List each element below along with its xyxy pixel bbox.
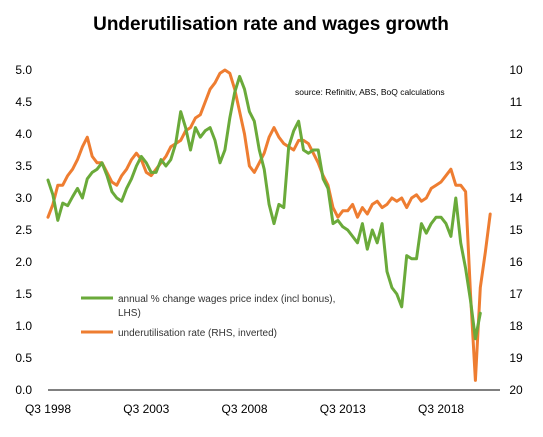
left-tick-label: 1.5 bbox=[15, 287, 32, 301]
left-tick-label: 0.5 bbox=[15, 351, 32, 365]
x-axis-ticks: Q3 1998 Q3 2003 Q3 2008 Q3 2013 Q3 2018 bbox=[25, 402, 464, 416]
right-tick-label: 12 bbox=[509, 127, 523, 141]
x-tick-label: Q3 2003 bbox=[123, 402, 169, 416]
left-tick-label: 4.5 bbox=[15, 95, 32, 109]
x-tick-label: Q3 2008 bbox=[221, 402, 267, 416]
series-layer bbox=[46, 68, 492, 382]
right-axis-ticks: 10 11 12 13 14 15 16 17 18 19 20 bbox=[509, 63, 523, 397]
right-tick-label: 14 bbox=[509, 191, 523, 205]
x-tick-label: Q3 1998 bbox=[25, 402, 71, 416]
right-tick-label: 17 bbox=[509, 287, 523, 301]
right-tick-label: 15 bbox=[509, 223, 523, 237]
x-tick-label: Q3 2013 bbox=[320, 402, 366, 416]
chart-title: Underutilisation rate and wages growth bbox=[93, 14, 449, 35]
legend-label-wages: annual % change wages price index (incl … bbox=[118, 294, 335, 319]
left-tick-label: 2.0 bbox=[15, 255, 32, 269]
left-tick-label: 1.0 bbox=[15, 319, 32, 333]
left-tick-label: 3.0 bbox=[15, 191, 32, 205]
left-tick-label: 2.5 bbox=[15, 223, 32, 237]
series-line-wages bbox=[46, 74, 482, 341]
right-tick-label: 10 bbox=[509, 63, 523, 77]
legend: annual % change wages price index (incl … bbox=[81, 294, 335, 339]
left-tick-label: 5.0 bbox=[15, 63, 32, 77]
right-tick-label: 13 bbox=[509, 159, 523, 173]
right-tick-label: 18 bbox=[509, 319, 523, 333]
right-tick-label: 16 bbox=[509, 255, 523, 269]
source-note: source: Refinitiv, ABS, BoQ calculations bbox=[295, 87, 445, 97]
left-axis-ticks: 0.0 0.5 1.0 1.5 2.0 2.5 3.0 3.5 4.0 4.5 5.0 bbox=[15, 63, 32, 397]
left-tick-label: 3.5 bbox=[15, 159, 32, 173]
left-tick-label: 0.0 bbox=[15, 383, 32, 397]
right-tick-label: 20 bbox=[509, 383, 523, 397]
x-tick-label: Q3 2018 bbox=[418, 402, 464, 416]
right-tick-label: 19 bbox=[509, 351, 523, 365]
legend-label-underutilisation: underutilisation rate (RHS, inverted) bbox=[118, 328, 277, 339]
left-tick-label: 4.0 bbox=[15, 127, 32, 141]
right-tick-label: 11 bbox=[510, 95, 523, 109]
series-line-underutilisation bbox=[46, 68, 492, 382]
